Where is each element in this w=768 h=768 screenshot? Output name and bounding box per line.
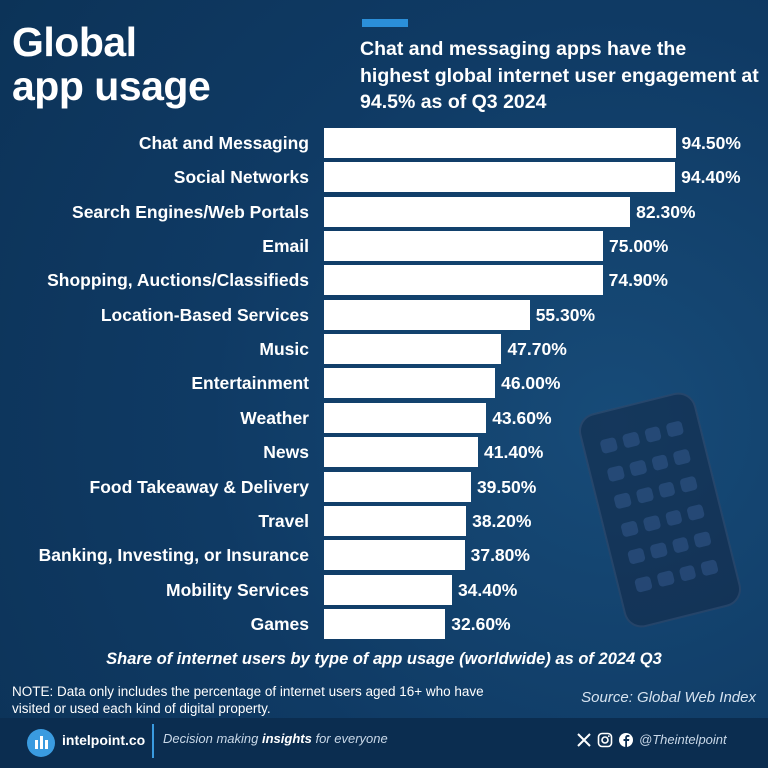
- bar: [324, 128, 676, 158]
- tagline-pre: Decision making: [163, 731, 262, 746]
- category-label: Banking, Investing, or Insurance: [38, 545, 309, 566]
- bar: [324, 471, 471, 502]
- value-label: 82.30%: [636, 201, 696, 222]
- tagline-bold: insights: [262, 731, 312, 746]
- value-label: 34.40%: [457, 579, 518, 600]
- facebook-icon[interactable]: [618, 731, 634, 749]
- value-label: 47.70%: [507, 339, 567, 360]
- bar: [324, 574, 452, 605]
- value-label: 41.40%: [484, 442, 544, 463]
- social-handle[interactable]: @Theintelpoint: [639, 732, 727, 747]
- category-label: Shopping, Auctions/Classifieds: [47, 270, 309, 291]
- category-label: News: [263, 442, 309, 463]
- page-title: Global app usage: [12, 19, 211, 109]
- bar: [324, 505, 467, 536]
- category-label: Social Networks: [173, 167, 309, 188]
- value-label: 43.60%: [492, 407, 552, 428]
- footnote: NOTE: Data only includes the percentage …: [12, 684, 484, 716]
- chart-caption: Share of internet users by type of app u…: [106, 650, 662, 668]
- bar: [324, 437, 478, 468]
- footer-divider: [152, 724, 154, 758]
- bar: [324, 265, 603, 296]
- bar: [324, 162, 676, 193]
- brand-name[interactable]: intelpoint.co: [62, 732, 146, 748]
- value-label: 46.00%: [501, 373, 561, 394]
- brand-logo-icon[interactable]: [27, 729, 55, 757]
- title-line-2: app usage: [12, 63, 211, 109]
- footer: [0, 718, 768, 768]
- bar: [324, 368, 496, 399]
- value-label: 75.00%: [609, 236, 669, 257]
- category-label: Music: [259, 339, 309, 360]
- bar: [324, 299, 530, 330]
- category-label: Entertainment: [191, 373, 309, 394]
- x-icon[interactable]: [576, 731, 592, 749]
- value-label: 39.50%: [476, 476, 537, 497]
- category-label: Location-Based Services: [100, 304, 309, 325]
- tagline-post: for everyone: [311, 731, 388, 746]
- value-label: 74.90%: [608, 270, 668, 291]
- instagram-icon[interactable]: [597, 731, 613, 749]
- value-label: 37.80%: [470, 545, 530, 566]
- category-label: Games: [250, 613, 309, 634]
- category-label: Travel: [258, 510, 309, 531]
- title-line-1: Global: [12, 19, 137, 65]
- value-label: 38.20%: [472, 510, 532, 531]
- bar: [324, 540, 465, 571]
- subtitle: Chat and messaging apps have the highest…: [360, 38, 759, 113]
- value-label: 55.30%: [535, 304, 596, 325]
- value-label: 94.40%: [681, 167, 741, 188]
- bar: [324, 334, 502, 365]
- category-label: Weather: [240, 407, 309, 428]
- tagline: Decision making insights for everyone: [163, 731, 388, 746]
- category-label: Search Engines/Web Portals: [72, 201, 309, 222]
- bar: [324, 196, 631, 227]
- category-label: Mobility Services: [166, 579, 309, 600]
- value-label: 32.60%: [451, 613, 511, 634]
- bar: [324, 402, 487, 433]
- bar: [324, 231, 603, 262]
- bar: [324, 608, 446, 639]
- category-label: Email: [262, 236, 309, 257]
- accent-bar: [362, 19, 408, 27]
- source-credit: Source: Global Web Index: [581, 689, 756, 706]
- value-label: 94.50%: [681, 133, 741, 153]
- category-label: Food Takeaway & Delivery: [89, 476, 310, 497]
- category-label: Chat and Messaging: [138, 133, 309, 153]
